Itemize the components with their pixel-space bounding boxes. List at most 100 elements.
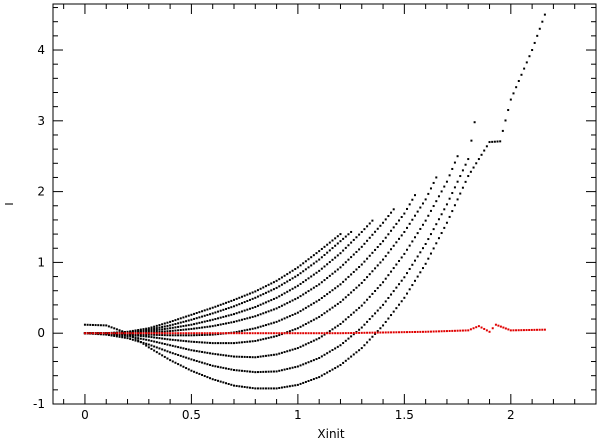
data-point [235, 369, 238, 372]
data-point [312, 286, 315, 289]
data-point [296, 311, 299, 314]
data-point [288, 367, 291, 370]
data-point [318, 258, 321, 261]
data-point [302, 344, 305, 347]
data-point [209, 363, 212, 366]
data-point [371, 315, 374, 318]
data-point [323, 353, 326, 356]
data-point [105, 324, 108, 327]
data-point [288, 300, 291, 303]
data-point [318, 356, 321, 359]
data-point [259, 387, 262, 390]
data-point [94, 332, 97, 335]
data-point [251, 327, 254, 330]
data-point [270, 309, 273, 312]
data-point [304, 279, 307, 282]
data-point [312, 254, 315, 257]
data-point [296, 332, 299, 335]
data-point [355, 286, 358, 289]
data-point [334, 347, 337, 350]
data-point [536, 34, 539, 37]
data-point [302, 332, 305, 335]
data-point [408, 331, 411, 334]
data-point [86, 332, 89, 335]
data-point [147, 333, 150, 336]
data-point [264, 301, 267, 304]
data-point [485, 145, 488, 148]
data-point [147, 346, 150, 349]
data-point [275, 296, 278, 299]
data-point [312, 262, 315, 265]
data-point [512, 92, 515, 95]
data-point [198, 332, 201, 335]
data-point [211, 332, 214, 335]
data-point [336, 345, 339, 348]
data-point [272, 308, 275, 311]
data-point [262, 355, 265, 358]
data-point [363, 323, 366, 326]
data-point [437, 330, 440, 333]
data-point [185, 315, 188, 318]
data-point [288, 349, 291, 352]
x-tick-label: 1.5 [395, 408, 414, 422]
data-point [443, 208, 446, 211]
data-point [110, 326, 113, 329]
data-point [421, 202, 424, 205]
data-point [185, 340, 188, 343]
data-point [307, 258, 310, 261]
data-point [350, 291, 353, 294]
data-point [288, 332, 291, 335]
data-point [270, 387, 273, 390]
data-point [203, 333, 206, 336]
data-point [105, 333, 108, 336]
data-point [531, 49, 534, 52]
data-point [259, 338, 262, 341]
data-point [395, 263, 398, 266]
data-point [291, 384, 294, 387]
data-point [177, 353, 180, 356]
data-point [219, 309, 222, 312]
data-point [358, 306, 361, 309]
data-point [105, 332, 108, 335]
data-point [448, 215, 451, 218]
data-point [121, 336, 124, 339]
data-point [206, 325, 209, 328]
data-point [259, 313, 262, 316]
data-point [443, 226, 446, 229]
data-point [339, 252, 342, 255]
data-point [299, 345, 302, 348]
data-point [280, 293, 283, 296]
data-point [179, 339, 182, 342]
data-point [283, 368, 286, 371]
data-point [203, 320, 206, 323]
data-point [406, 226, 409, 229]
data-point [494, 323, 497, 326]
data-point [443, 185, 446, 188]
series-4 [83, 194, 416, 337]
data-point [387, 274, 390, 277]
data-point [235, 341, 238, 344]
data-point [163, 343, 166, 345]
data-point [225, 382, 228, 385]
data-point [347, 332, 350, 335]
data-point [158, 352, 161, 355]
data-point [275, 286, 278, 289]
data-point [240, 329, 243, 332]
data-point [310, 288, 313, 291]
data-point [347, 244, 350, 247]
data-point [131, 332, 134, 335]
data-point [155, 329, 158, 332]
data-point [209, 313, 212, 316]
data-point [182, 339, 185, 342]
data-point [187, 314, 190, 317]
data-point [267, 336, 270, 339]
data-point [145, 333, 148, 336]
data-point [280, 283, 283, 286]
data-point [182, 332, 185, 335]
data-point [379, 243, 382, 246]
data-point [161, 337, 164, 340]
data-point [299, 295, 302, 298]
data-point [161, 332, 164, 335]
data-point [254, 315, 257, 318]
data-point [464, 180, 467, 183]
